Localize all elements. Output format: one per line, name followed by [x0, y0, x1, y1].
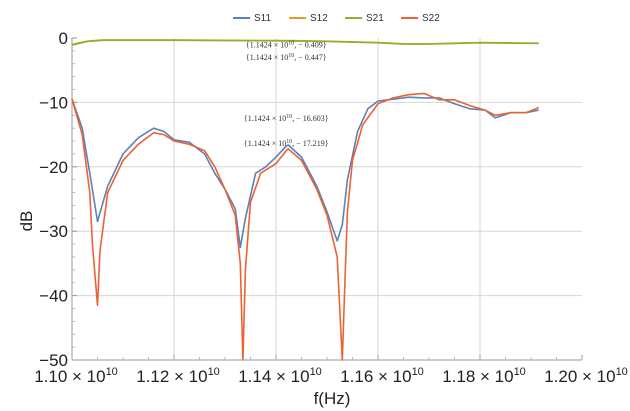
legend-label-s22: S22 [422, 13, 440, 24]
y-tick-label: −20 [39, 158, 68, 177]
annotation-label: {1.1424 × 1010, − 16.603} [244, 114, 329, 123]
legend-label-s12: S12 [310, 13, 328, 24]
legend-item-s12: S12 [289, 13, 328, 24]
y-tick-label: −50 [39, 351, 68, 370]
series-line-s11 [71, 96, 539, 249]
legend-label-s11: S11 [254, 13, 271, 24]
y-tick-label: 0 [59, 29, 68, 48]
y-tick-labels: 0 −10 −20 −30 −40 −50 [39, 29, 68, 370]
legend-item-s11: S11 [233, 13, 271, 24]
x-tick-label: 1.10 × 1010 [34, 366, 118, 386]
x-tick-label: 1.18 × 1010 [442, 366, 526, 386]
x-tick-labels: 1.10 × 1010 1.12 × 1010 1.14 × 1010 1.16 × … [34, 366, 628, 386]
y-tick-label: −30 [39, 222, 68, 241]
legend: S11 S12 S21 S22 [233, 13, 440, 24]
y-tick-label: −10 [39, 93, 68, 112]
y-axis-title: dB [17, 211, 36, 232]
annotation-label: {1.1424 × 1010, − 17.219} [244, 139, 329, 148]
annotation-label: {1.1424 × 1010, − 0.409} [246, 41, 327, 50]
y-tick-label: −40 [39, 287, 68, 306]
annotations: {1.1424 × 1010, − 0.409} {1.1424 × 1010, … [244, 41, 329, 148]
gridlines [72, 38, 582, 360]
annotation-label: {1.1424 × 1010, − 0.447} [246, 53, 327, 62]
plot-frame [71, 37, 583, 361]
legend-item-s22: S22 [401, 13, 440, 24]
x-tick-label: 1.14 × 1010 [238, 366, 322, 386]
x-tick-label: 1.12 × 1010 [136, 366, 220, 386]
series-lines [71, 39, 539, 361]
legend-label-s21: S21 [366, 13, 384, 24]
x-tick-label: 1.16 × 1010 [340, 366, 424, 386]
series-line-s21 [71, 39, 539, 46]
legend-item-s21: S21 [345, 13, 384, 24]
x-axis-title: f(Hz) [314, 389, 351, 408]
x-tick-label: 1.20 × 1010 [544, 366, 628, 386]
series-line-s22 [71, 92, 539, 361]
